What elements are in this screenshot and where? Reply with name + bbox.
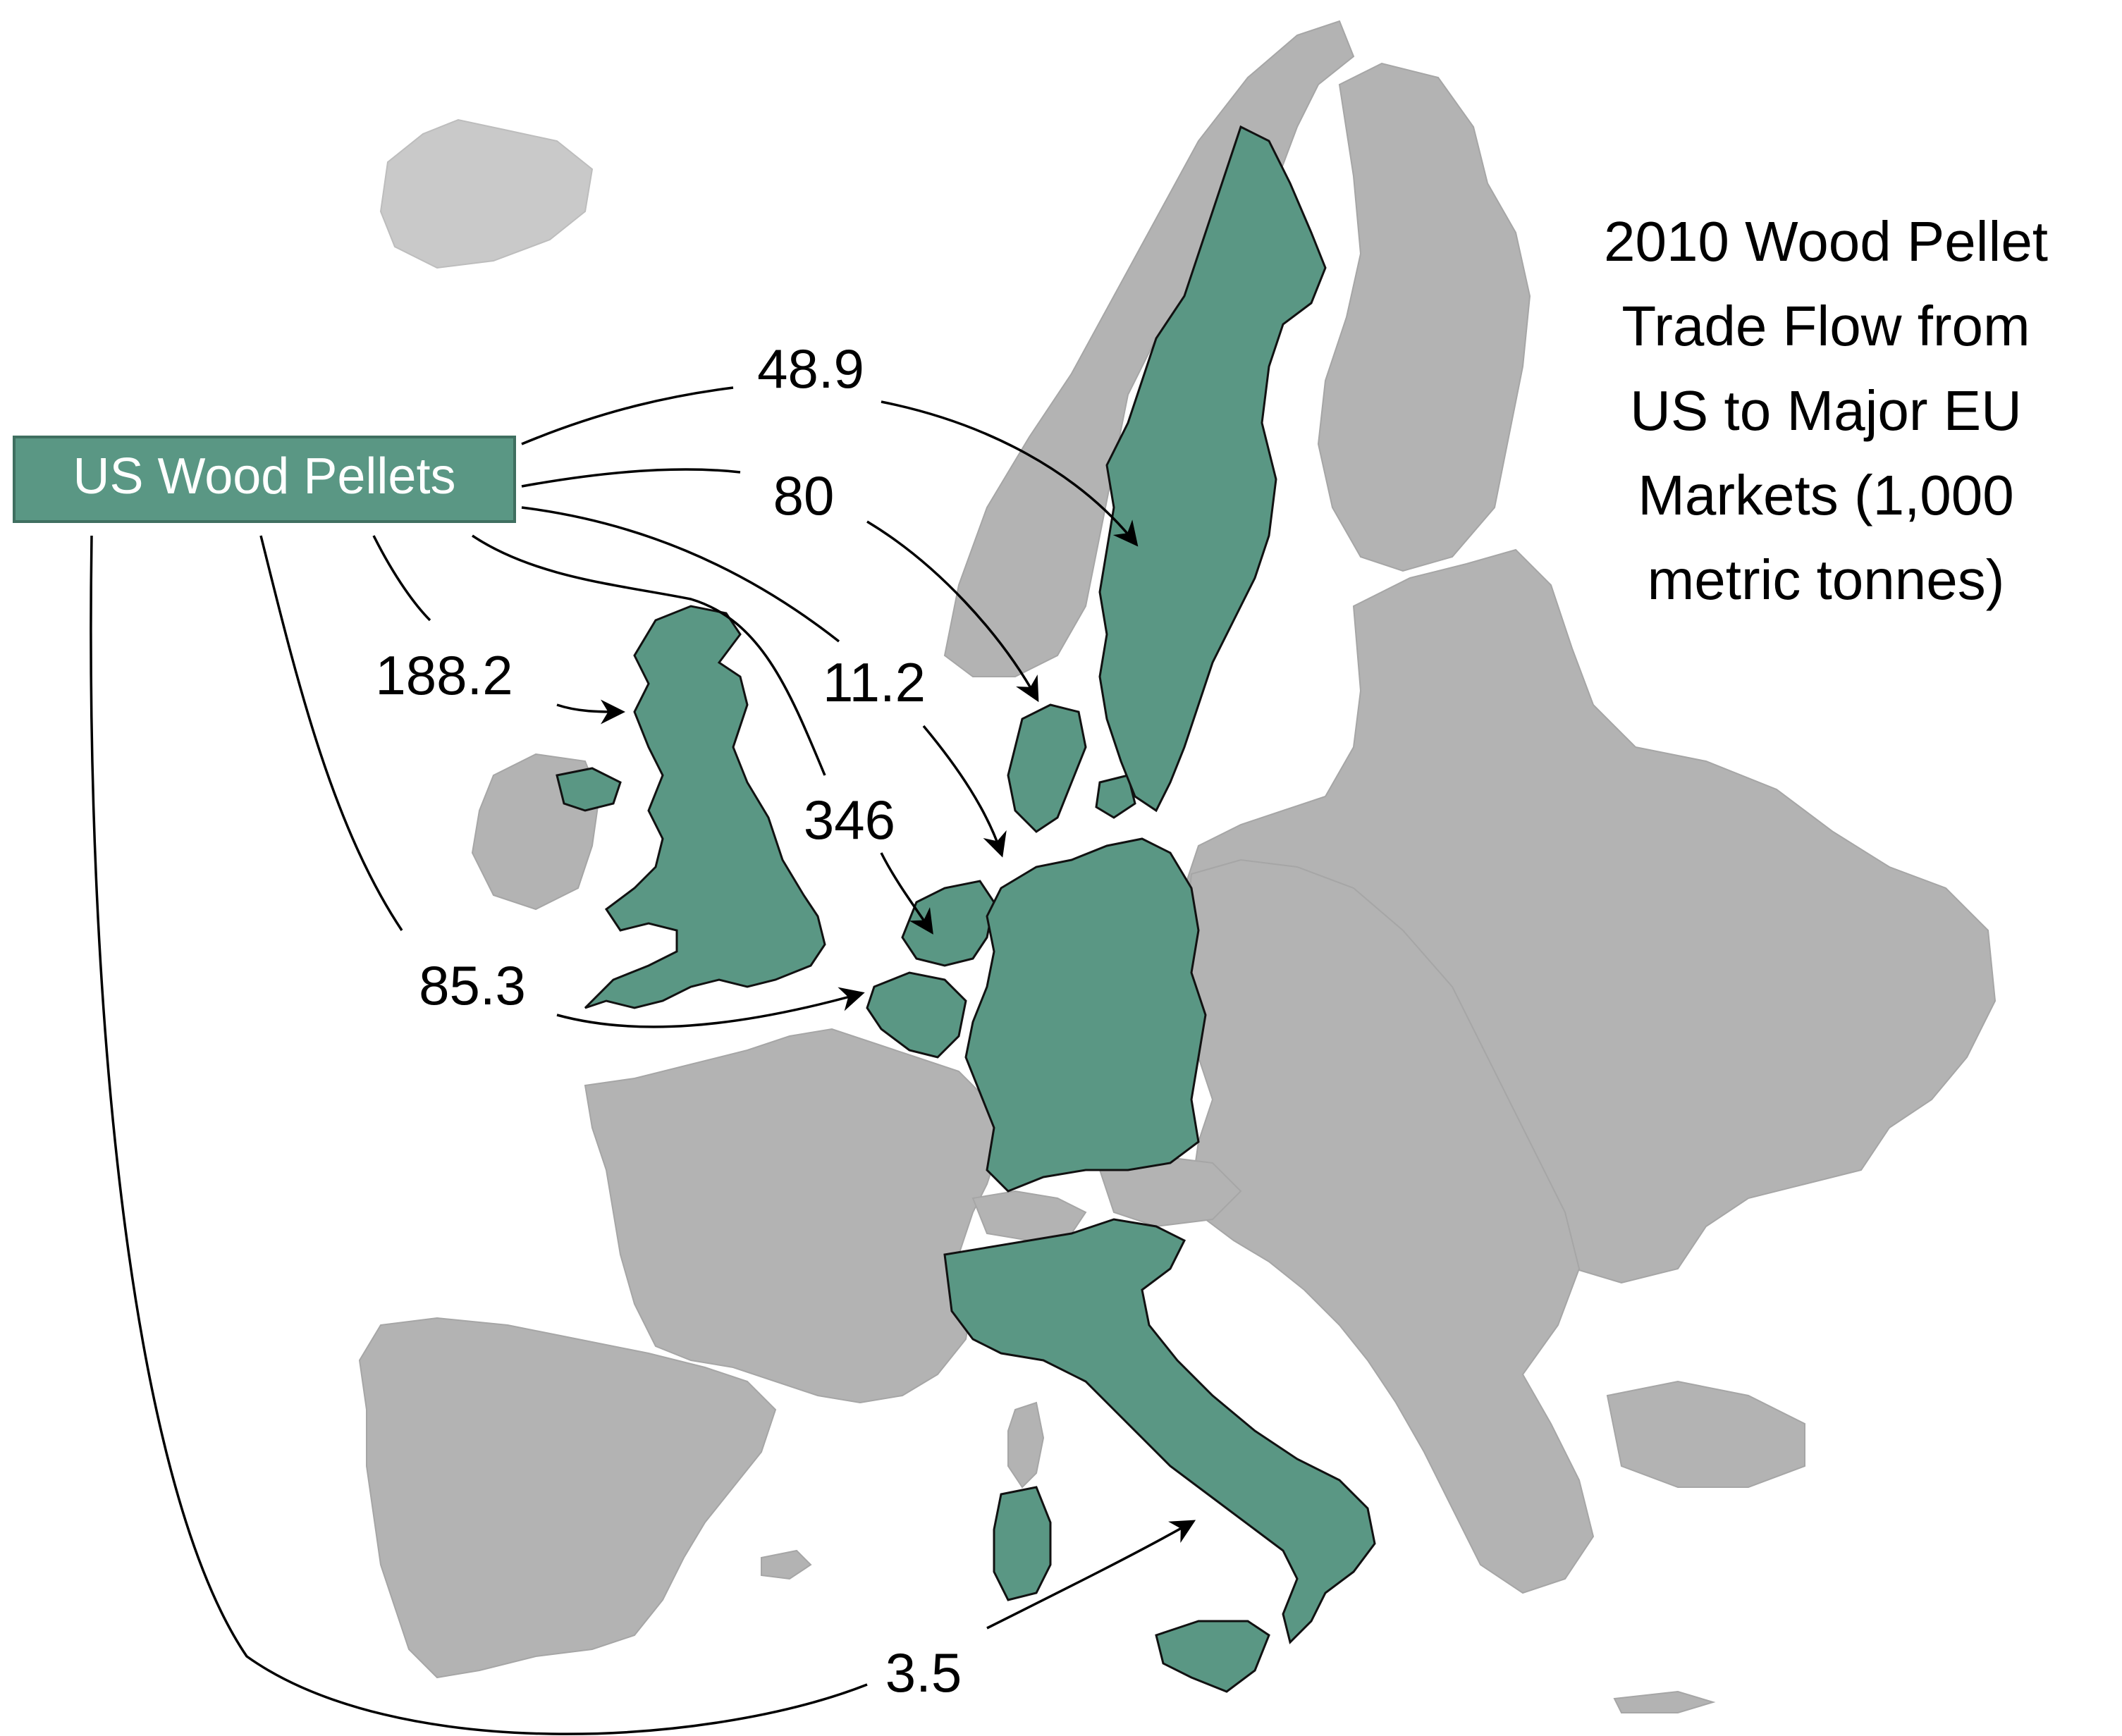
- flow-line-germany: [521, 506, 1001, 853]
- island-sicily: [1155, 1620, 1270, 1693]
- highlighted-countries: [556, 125, 1376, 1693]
- flow-line-sweden: [521, 386, 1135, 543]
- country-belgium: [866, 971, 967, 1059]
- source-box-rect: [13, 436, 516, 523]
- title-line-3: US to Major EU: [1630, 379, 2022, 442]
- country-denmark: [1007, 703, 1087, 833]
- island-zealand: [1095, 774, 1136, 819]
- flow-line-belgium: [259, 535, 860, 1028]
- country-finland: [1317, 62, 1531, 572]
- flow-value-netherlands: 346: [804, 789, 895, 851]
- source-box: US Wood Pellets: [13, 436, 516, 523]
- flow-line-denmark: [521, 468, 1036, 698]
- island-corsica: [1007, 1401, 1045, 1489]
- background-land: [358, 20, 1997, 1713]
- country-sweden: [1098, 125, 1327, 813]
- flow-line-united-kingdom: [372, 535, 620, 712]
- flow-value-denmark: 80: [773, 464, 835, 527]
- flow-line-netherlands: [472, 534, 931, 930]
- title-line-4: Markets (1,000: [1638, 464, 2014, 527]
- country-united-kingdom: [584, 605, 826, 1009]
- country-italy: [943, 1218, 1376, 1644]
- island-crete: [1613, 1690, 1716, 1713]
- flow-lines: [90, 386, 1191, 1735]
- flow-line-italy: [90, 535, 1191, 1735]
- flow-value-italy: 3.5: [885, 1642, 962, 1704]
- flow-labels: 48.9 80 188.2 11.2 346 85.3 3.5: [375, 338, 962, 1704]
- title-line-5: metric tonnes): [1648, 548, 2005, 611]
- country-turkey: [1606, 1380, 1805, 1488]
- island-sardinia: [993, 1486, 1052, 1601]
- flow-value-sweden: 48.9: [757, 338, 864, 400]
- country-iberia: [358, 1317, 777, 1679]
- source-label: US Wood Pellets: [73, 448, 456, 505]
- title-line-1: 2010 Wood Pellet: [1604, 210, 2048, 273]
- country-iceland: [379, 118, 594, 269]
- flow-value-belgium: 85.3: [419, 954, 526, 1016]
- country-germany: [964, 837, 1207, 1193]
- title-line-2: Trade Flow from: [1621, 295, 2030, 357]
- country-northern-ireland: [556, 767, 622, 812]
- map-title: 2010 Wood Pellet Trade Flow from US to M…: [1604, 210, 2048, 611]
- country-france: [584, 1028, 1002, 1404]
- country-netherlands: [901, 880, 995, 967]
- country-switzerland: [971, 1190, 1087, 1242]
- flow-value-united-kingdom: 188.2: [375, 644, 513, 706]
- island-balearic: [761, 1549, 812, 1580]
- flow-value-germany: 11.2: [823, 651, 926, 713]
